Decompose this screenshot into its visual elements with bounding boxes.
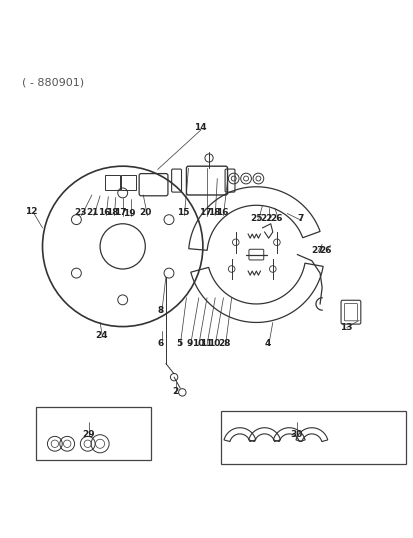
Bar: [36, 407, 151, 460]
Text: 22: 22: [260, 214, 272, 223]
Text: 6: 6: [157, 339, 164, 348]
Text: 13: 13: [339, 323, 351, 332]
Bar: [121, 175, 136, 190]
Text: 26: 26: [270, 214, 282, 223]
Text: 20: 20: [139, 208, 151, 217]
Text: 15: 15: [177, 208, 189, 217]
Text: 21: 21: [86, 208, 99, 217]
Text: 10: 10: [208, 339, 220, 348]
Bar: [105, 175, 119, 190]
Text: 4: 4: [264, 339, 271, 348]
Text: 24: 24: [95, 331, 107, 340]
Text: 16: 16: [216, 208, 228, 217]
Bar: [221, 411, 406, 464]
Text: 17: 17: [199, 208, 211, 217]
Text: ( - 880901): ( - 880901): [22, 78, 84, 88]
Text: 14: 14: [194, 123, 206, 132]
Text: 27: 27: [310, 245, 323, 254]
Text: 23: 23: [74, 208, 87, 217]
Text: 30: 30: [290, 430, 302, 439]
Text: 9: 9: [186, 339, 192, 348]
Text: 28: 28: [218, 339, 230, 348]
Text: 7: 7: [297, 214, 303, 223]
Text: 18: 18: [106, 208, 119, 217]
Text: 12: 12: [25, 207, 37, 216]
Text: 17: 17: [114, 208, 127, 217]
Text: 8: 8: [157, 307, 164, 315]
Text: 19: 19: [123, 209, 136, 218]
Text: 11: 11: [199, 339, 212, 348]
Text: 25: 25: [249, 214, 262, 223]
Text: 10: 10: [191, 339, 204, 348]
Text: 5: 5: [176, 339, 182, 348]
Text: 18: 18: [208, 208, 220, 217]
Text: 29: 29: [83, 430, 95, 439]
Text: 16: 16: [97, 208, 110, 217]
Text: 2: 2: [172, 387, 178, 396]
Text: 26: 26: [318, 245, 331, 254]
